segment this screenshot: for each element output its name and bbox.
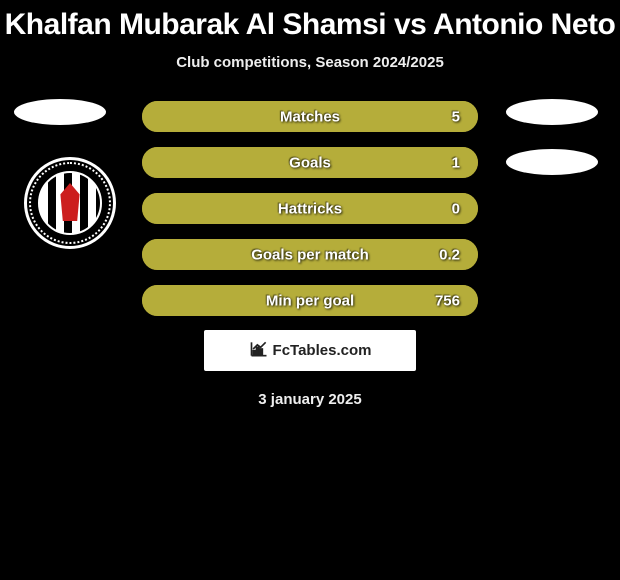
attribution-badge: FcTables.com bbox=[204, 330, 416, 371]
stat-row-matches: Matches 5 bbox=[140, 99, 480, 134]
attribution-text: FcTables.com bbox=[273, 342, 372, 359]
stat-value: 756 bbox=[435, 292, 460, 309]
stat-label: Hattricks bbox=[278, 200, 342, 217]
stats-rows: Matches 5 Goals 1 Hattricks 0 Goals per … bbox=[140, 99, 480, 318]
stat-label: Goals per match bbox=[251, 246, 369, 263]
stat-label: Matches bbox=[280, 108, 340, 125]
comparison-title: Khalfan Mubarak Al Shamsi vs Antonio Net… bbox=[0, 0, 620, 42]
club-logo-right bbox=[506, 149, 598, 175]
chart-icon bbox=[249, 339, 269, 363]
stat-row-hattricks: Hattricks 0 bbox=[140, 191, 480, 226]
stat-value: 1 bbox=[452, 154, 460, 171]
stat-row-goals: Goals 1 bbox=[140, 145, 480, 180]
stat-row-gpm: Goals per match 0.2 bbox=[140, 237, 480, 272]
club-logo-left bbox=[21, 154, 119, 252]
comparison-content: Matches 5 Goals 1 Hattricks 0 Goals per … bbox=[0, 99, 620, 408]
stat-label: Min per goal bbox=[266, 292, 354, 309]
stat-row-mpg: Min per goal 756 bbox=[140, 283, 480, 318]
stat-label: Goals bbox=[289, 154, 331, 171]
player-avatar-right bbox=[506, 99, 598, 125]
stat-value: 0.2 bbox=[439, 246, 460, 263]
snapshot-date: 3 january 2025 bbox=[0, 391, 620, 408]
stat-value: 0 bbox=[452, 200, 460, 217]
season-subtitle: Club competitions, Season 2024/2025 bbox=[0, 54, 620, 71]
player-avatar-left bbox=[14, 99, 106, 125]
stat-value: 5 bbox=[452, 108, 460, 125]
